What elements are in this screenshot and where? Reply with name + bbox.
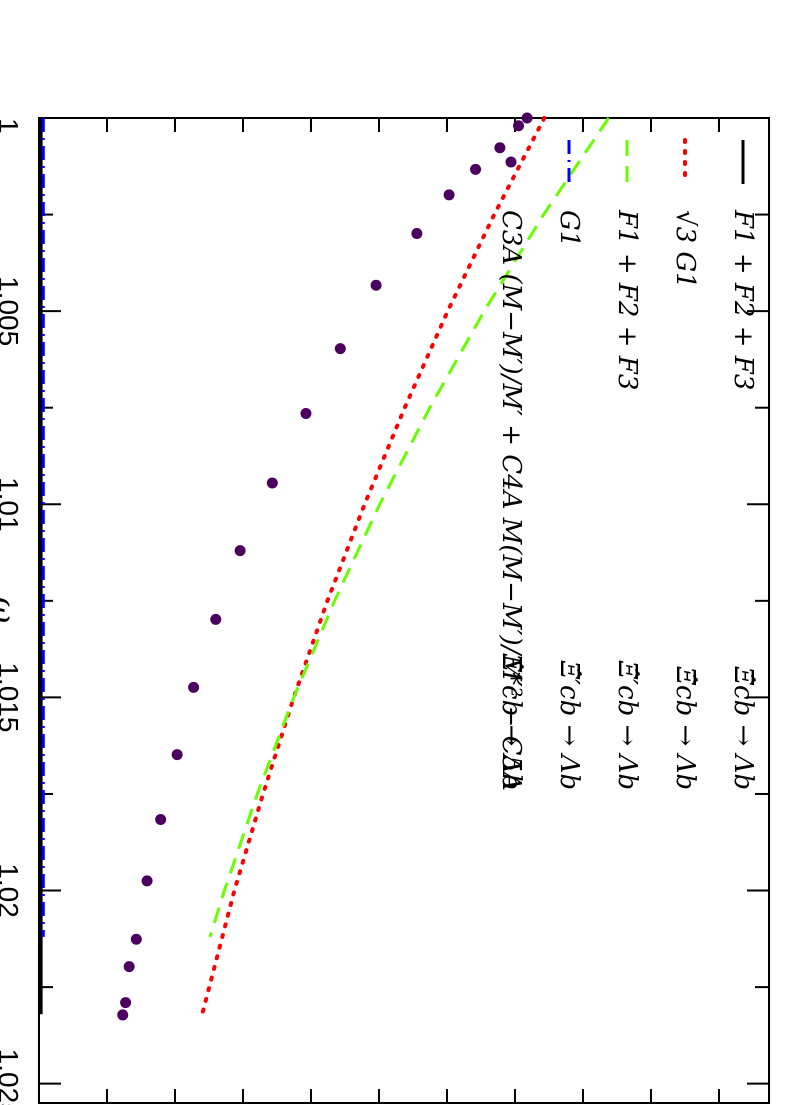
data-point <box>141 875 153 887</box>
legend: F1 + F2 + F3 √3 G1 F1 + F2 + F3 G1 C3A (M−M′… <box>496 138 758 791</box>
data-point <box>234 545 246 557</box>
x-tick-label: 1.015 <box>0 662 24 732</box>
legend-label: G1 <box>554 210 584 247</box>
process-annotation: Ξ̂cb → Λb <box>728 666 758 790</box>
legend-annotations: Ξ̂cb → Λb Ξ̂cb → Λb Ξ̂′cb → Λb Ξ̂′cb → Λb Ξ̂… <box>496 653 758 790</box>
series-layer <box>39 112 610 1021</box>
data-point <box>130 933 142 945</box>
legend-label: F1 + F2 + F3 <box>728 209 758 390</box>
data-point <box>210 613 222 625</box>
legend-label: F1 + F2 + F3 <box>612 209 642 390</box>
legend-marker <box>505 156 517 168</box>
process-annotation: Ξ̂′cb → Λb <box>554 660 584 790</box>
process-annotation: Ξ̂*cb → Λb <box>496 653 526 790</box>
data-point <box>334 343 346 355</box>
data-point <box>494 142 506 154</box>
data-point <box>411 227 423 239</box>
legend-label: C3A (M−M′)/M′ + C4A M(M−M′)/M′² − C5A <box>496 210 526 791</box>
process-annotation: Ξ̂cb → Λb <box>670 666 700 790</box>
x-tick-label: 1.01 <box>0 477 24 532</box>
series-line-3 <box>208 117 610 938</box>
x-axis-label: ω <box>0 597 23 623</box>
data-point <box>171 749 183 761</box>
x-tick-label: 1.025 <box>0 1049 24 1105</box>
data-point <box>155 813 167 825</box>
data-point <box>470 163 482 175</box>
data-point <box>266 477 278 489</box>
x-tick-labels: 1 1.005 1.01 1.015 1.02 1.025 <box>0 118 24 1105</box>
x-axis-ticks <box>39 117 769 1085</box>
data-point <box>370 279 382 291</box>
data-point <box>123 961 135 973</box>
data-point <box>117 1009 129 1021</box>
data-point <box>188 681 200 693</box>
legend-label: √3 G1 <box>670 210 700 289</box>
data-point <box>300 408 312 419</box>
data-point <box>443 189 455 201</box>
data-point <box>120 997 132 1009</box>
plot-frame <box>38 117 770 1104</box>
data-point <box>521 112 533 124</box>
x-tick-label: 1.02 <box>0 863 24 918</box>
series-line-2 <box>200 116 547 1017</box>
y-axis-ticks <box>38 118 720 1103</box>
process-annotation: Ξ̂′cb → Λb <box>612 660 642 790</box>
x-tick-label: 1 <box>0 118 24 134</box>
x-tick-label: 1.005 <box>0 276 24 346</box>
data-point <box>513 120 525 132</box>
